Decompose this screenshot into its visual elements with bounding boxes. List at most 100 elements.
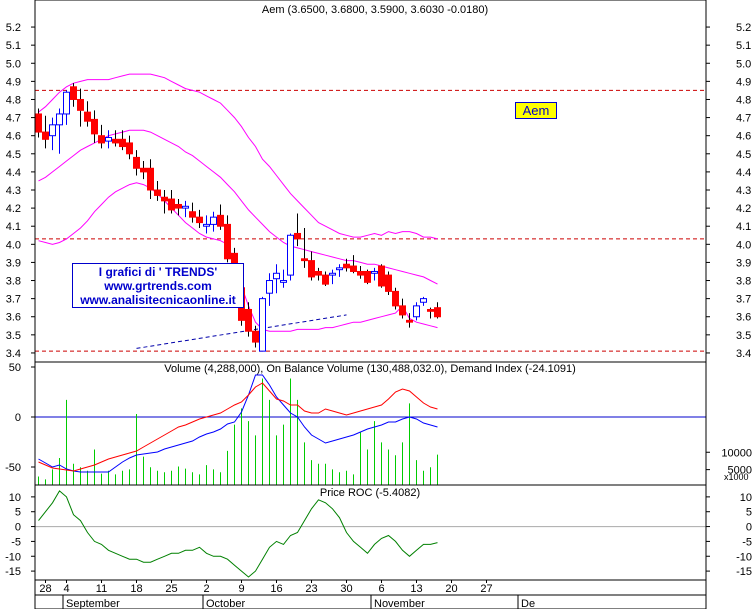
price-tick-label-left-14: 3.8: [6, 276, 21, 288]
price-tick-label-left-12: 4.0: [6, 239, 21, 251]
candle-body-12: [119, 138, 126, 148]
price-tick-label-left-0: 5.2: [6, 22, 21, 34]
ticker-tag: Aem: [515, 102, 557, 119]
candle-body-5: [70, 86, 77, 100]
candle-body-22: [189, 211, 196, 218]
roc-tick-label-left-1: 5: [15, 507, 21, 519]
x-tick-label-8: 23: [305, 583, 317, 595]
x-tick-label-1: 4: [63, 583, 69, 595]
price-tick-label-left-8: 4.4: [6, 167, 21, 179]
price-tick-label-right-12: 4.0: [736, 239, 751, 251]
price-tick-label-left-9: 4.3: [6, 185, 21, 197]
x-tick-label-13: 27: [480, 583, 492, 595]
price-tick-label-right-5: 4.7: [736, 113, 751, 125]
roc-tick-label-right-5: -15: [736, 566, 752, 578]
candle-body-14: [133, 156, 140, 169]
price-tick-label-right-3: 4.9: [736, 76, 751, 88]
price-panel-title: Aem (3.6500, 3.6800, 3.5900, 3.6030 -0.0…: [262, 4, 488, 16]
price-tick-label-left-3: 4.9: [6, 76, 21, 88]
price-tick-label-right-6: 4.6: [736, 131, 751, 143]
x-tick-label-7: 16: [270, 583, 282, 595]
candle-body-48: [371, 270, 378, 274]
candle-body-25: [210, 216, 217, 225]
candle-body-42: [329, 272, 336, 276]
candle-body-33: [266, 280, 273, 294]
candle-body-38: [301, 258, 308, 262]
roc-panel-title: Price ROC (-5.4082): [320, 487, 420, 499]
candle-body-10: [105, 136, 112, 142]
candle-body-39: [308, 260, 315, 278]
candle-body-13: [126, 142, 133, 155]
candle-body-6: [77, 98, 84, 111]
candle-body-11: [112, 138, 119, 144]
price-tick-label-right-0: 5.2: [736, 22, 751, 34]
x-tick-label-5: 2: [203, 583, 209, 595]
candle-body-2: [49, 124, 56, 137]
roc-tick-label-left-2: 0: [15, 522, 21, 534]
roc-tick-label-left-4: -10: [5, 551, 21, 563]
candle-body-54: [413, 305, 420, 318]
price-tick-label-right-4: 4.8: [736, 94, 751, 106]
candle-body-27: [224, 223, 231, 260]
price-tick-label-left-5: 4.7: [6, 113, 21, 125]
candle-body-1: [42, 131, 49, 140]
roc-tick-label-left-3: -5: [11, 536, 21, 548]
roc-tick-label-right-1: 5: [746, 507, 752, 519]
volume-tick-label-right-0: 10000: [721, 447, 752, 459]
demand-index-line: [38, 382, 438, 472]
candle-body-21: [182, 205, 189, 209]
price-tick-label-right-13: 3.9: [736, 257, 751, 269]
candle-body-56: [427, 308, 434, 312]
x-tick-label-6: 9: [238, 583, 244, 595]
price-tick-label-left-7: 4.5: [6, 149, 21, 161]
candle-body-43: [336, 267, 343, 271]
roc-tick-label-right-0: 10: [740, 492, 752, 504]
volume-tick-label-left-2: -50: [5, 462, 21, 474]
price-tick-label-left-11: 4.1: [6, 221, 21, 233]
candle-body-37: [294, 232, 301, 240]
candle-body-44: [343, 263, 350, 269]
candle-body-9: [98, 135, 105, 144]
candle-body-8: [91, 118, 98, 135]
price-tick-label-right-17: 3.5: [736, 330, 751, 342]
candle-body-41: [322, 274, 329, 285]
price-tick-label-right-1: 5.1: [736, 40, 751, 52]
price-tick-label-right-9: 4.3: [736, 185, 751, 197]
candle-body-53: [406, 319, 413, 323]
candle-body-49: [378, 265, 385, 287]
price-tick-label-left-10: 4.2: [6, 203, 21, 215]
watermark-line-3: www.analisitecnicaonline.it: [80, 293, 236, 307]
watermark-box: I grafici di ' TRENDS' www.grtrends.com …: [72, 263, 244, 308]
price-tick-label-left-6: 4.6: [6, 131, 21, 143]
roc-tick-label-left-5: -15: [5, 566, 21, 578]
candle-body-16: [147, 167, 154, 191]
candle-body-40: [315, 270, 322, 276]
price-tick-label-right-10: 4.2: [736, 203, 751, 215]
candle-body-46: [357, 270, 364, 276]
month-label-0: September: [66, 598, 120, 609]
candle-body-51: [392, 290, 399, 307]
watermark-line-2: www.grtrends.com: [104, 279, 212, 293]
x-tick-label-4: 25: [165, 583, 177, 595]
price-tick-label-left-18: 3.4: [6, 348, 21, 360]
candle-body-4: [63, 91, 70, 115]
candle-body-36: [287, 234, 294, 276]
month-label-1: October: [206, 598, 245, 609]
price-tick-label-right-16: 3.6: [736, 312, 751, 324]
candle-body-47: [364, 270, 371, 283]
candle-body-15: [140, 167, 147, 173]
roc-tick-label-left-0: 10: [9, 492, 21, 504]
volume-tick-label-right-1: 5000: [728, 465, 752, 477]
price-tick-label-right-11: 4.1: [736, 221, 751, 233]
month-label-3: De: [521, 598, 535, 609]
month-label-2: November: [374, 598, 425, 609]
obv-line: [38, 374, 438, 473]
watermark-line-1: I grafici di ' TRENDS': [98, 265, 218, 279]
roc-line: [38, 490, 438, 578]
x-tick-label-10: 6: [378, 583, 384, 595]
x-tick-label-2: 11: [96, 583, 107, 595]
x-tick-label-11: 13: [410, 583, 422, 595]
candle-body-34: [273, 272, 280, 280]
roc-tick-label-right-4: -10: [736, 551, 752, 563]
volume-tick-label-left-1: 0: [15, 412, 21, 424]
